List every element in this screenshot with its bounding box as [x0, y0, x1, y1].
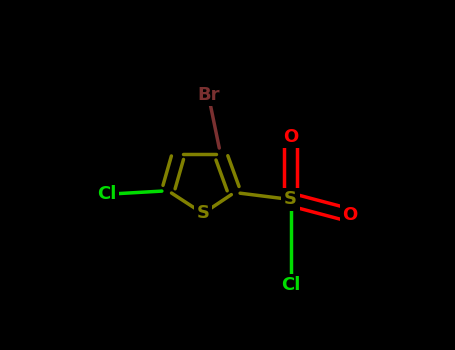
Text: Cl: Cl: [97, 185, 116, 203]
Text: S: S: [284, 190, 297, 209]
Text: S: S: [197, 204, 209, 223]
Text: Cl: Cl: [281, 276, 300, 294]
Text: O: O: [283, 127, 298, 146]
Text: Br: Br: [197, 85, 219, 104]
Text: O: O: [342, 206, 358, 224]
